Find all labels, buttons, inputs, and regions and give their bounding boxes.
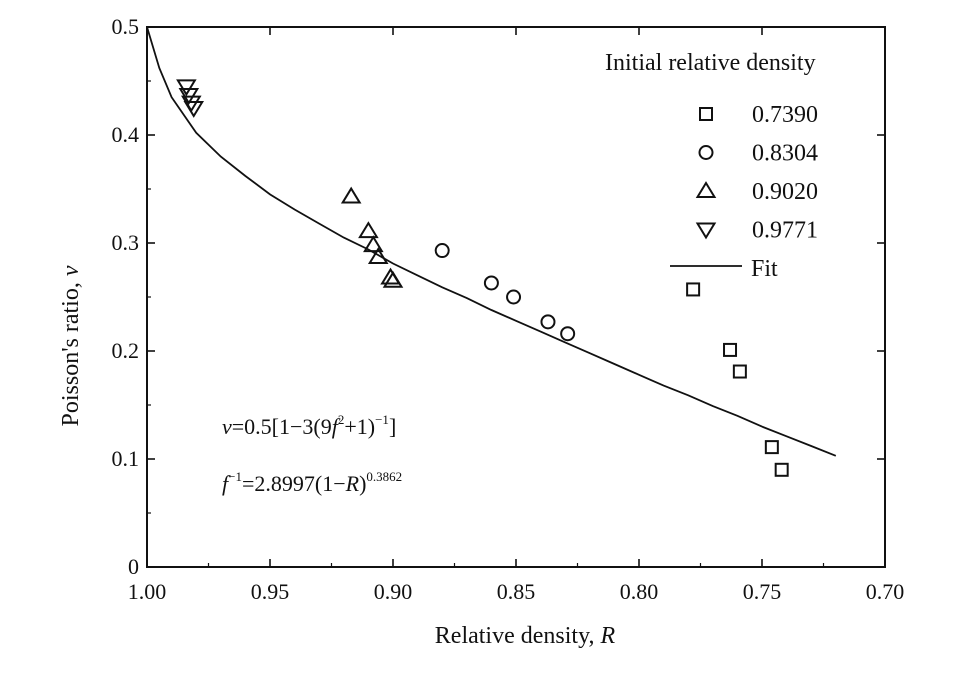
points-layer (176, 79, 789, 477)
legend-label: 0.7390 (752, 102, 818, 128)
data-point (774, 462, 789, 477)
y-tick-label: 0.2 (112, 338, 140, 363)
legend-label: 0.9020 (752, 179, 818, 205)
data-point (540, 314, 556, 330)
legend-marker (698, 145, 714, 160)
formula-1-part: −1 (375, 412, 389, 427)
formula-1-part: +1) (344, 414, 375, 439)
data-point (434, 243, 450, 259)
legend-label: 0.9771 (752, 218, 818, 244)
formula-1-part: f (332, 414, 341, 439)
legend-label: Fit (751, 256, 778, 282)
data-point (358, 221, 379, 239)
legend: Initial relative density 0.7390 0.8304 0.90… (605, 50, 818, 282)
y-axis-title-text: Poisson's ratio, (58, 276, 84, 426)
data-point (340, 186, 362, 204)
data-point (363, 235, 384, 253)
formula-1-part: v (222, 414, 232, 439)
formula-2-part: −1 (228, 469, 242, 484)
y-axis-title: Poisson's ratio, v (58, 265, 84, 426)
data-point (723, 342, 738, 357)
x-tick-label: 0.80 (620, 579, 659, 604)
y-tick-label: 0.4 (112, 122, 140, 147)
data-point (686, 282, 701, 297)
x-tick-label: 0.70 (866, 579, 905, 604)
annotations: v=0.5[1−3(9f2​+1)−1​] f−1​=2.8997(1−R)0.3… (222, 412, 402, 496)
y-tick-label: 0.1 (112, 446, 140, 471)
x-axis-title-var: R (600, 623, 616, 649)
formula-2: f−1​=2.8997(1−R)0.3862​ (222, 469, 402, 496)
data-point (176, 79, 197, 97)
data-point (183, 101, 205, 118)
data-point (764, 440, 779, 455)
y-axis: 0 0.1 0.2 0.3 0.4 0.5 (112, 14, 885, 579)
formula-2-part: R (345, 471, 360, 496)
data-point (367, 247, 389, 265)
formula-2-part: 0.3862 (366, 469, 402, 484)
x-axis-title: Relative density, R (435, 623, 616, 649)
series-triangle-up (340, 186, 404, 288)
series-square (686, 282, 789, 477)
y-tick-label: 0.3 (112, 230, 140, 255)
data-point (506, 289, 522, 305)
series-circle (434, 243, 576, 342)
x-axis: 1.00 0.95 0.90 0.85 0.80 0.75 0.70 (128, 27, 905, 604)
formula-1-part: =0.5[1−3(9 (232, 414, 332, 439)
y-tick-label: 0 (128, 554, 139, 579)
fit-layer (146, 26, 837, 457)
legend-label: 0.8304 (752, 141, 818, 167)
formula-1-part: 2 (338, 412, 345, 427)
x-tick-label: 0.95 (251, 579, 290, 604)
legend-title: Initial relative density (605, 50, 816, 76)
data-point (732, 364, 747, 379)
data-point (560, 326, 576, 342)
legend-marker (699, 107, 713, 121)
formula-1-part: ] (389, 414, 396, 439)
formula-2-part: ) (359, 471, 366, 496)
x-tick-label: 0.75 (743, 579, 782, 604)
series-triangle-down (176, 79, 205, 118)
y-tick-label: 0.5 (112, 14, 140, 39)
legend-marker (695, 181, 717, 198)
data-point (382, 270, 404, 288)
data-point (483, 275, 499, 291)
formula-2-part: f (222, 471, 231, 496)
x-tick-label: 1.00 (128, 579, 167, 604)
formula-2-part: =2.8997(1− (242, 471, 346, 496)
x-tick-label: 0.90 (374, 579, 413, 604)
fit-curve (146, 26, 837, 457)
x-axis-title-text: Relative density, (435, 623, 601, 649)
legend-marker (695, 222, 717, 240)
x-tick-label: 0.85 (497, 579, 536, 604)
formula-1: v=0.5[1−3(9f2​+1)−1​] (222, 412, 396, 439)
y-axis-title-var: v (58, 265, 84, 276)
